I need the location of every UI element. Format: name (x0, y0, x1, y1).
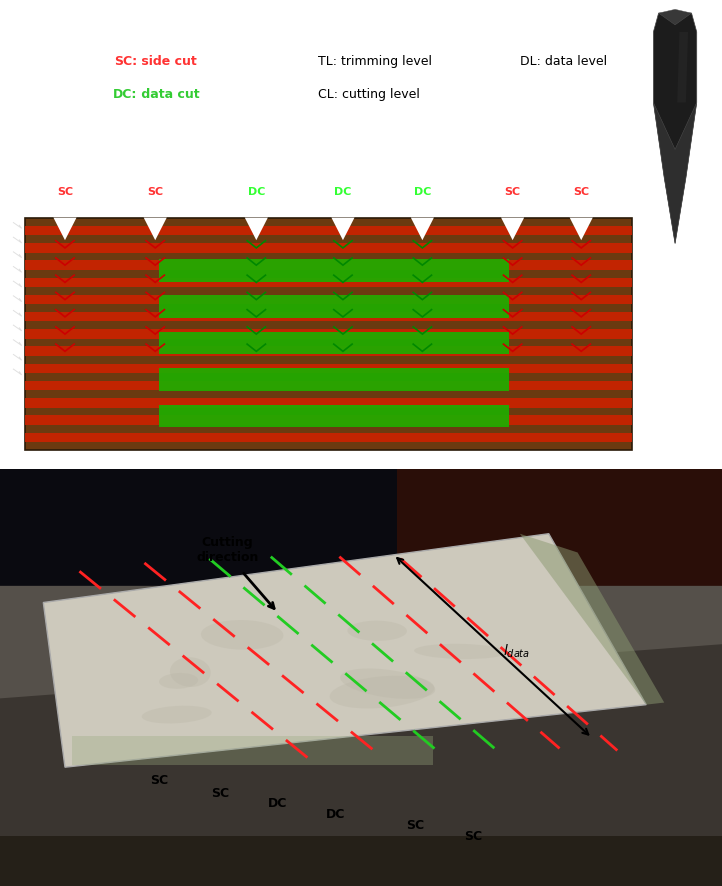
Polygon shape (144, 218, 167, 241)
Text: SC: SC (573, 187, 589, 198)
Bar (25, 313, 632, 323)
Polygon shape (653, 14, 697, 245)
Bar (25, 382, 632, 391)
Text: DC: DC (414, 187, 431, 198)
Bar (159, 332, 509, 355)
Bar (25, 399, 632, 408)
Text: Cutting
direction: Cutting direction (196, 535, 258, 563)
Polygon shape (501, 218, 524, 241)
Bar (25, 347, 632, 356)
Polygon shape (0, 587, 722, 698)
Polygon shape (53, 218, 77, 241)
Polygon shape (0, 587, 722, 865)
Bar (0, 836, 722, 886)
Bar (397, 470, 722, 587)
Text: SC:: SC: (114, 55, 137, 67)
Ellipse shape (340, 669, 435, 699)
Ellipse shape (159, 673, 198, 689)
Text: DC: DC (326, 806, 345, 820)
Text: DC: DC (334, 187, 352, 198)
Bar (25, 416, 632, 425)
Text: DC:: DC: (113, 88, 137, 100)
Polygon shape (245, 218, 268, 241)
Text: DC: DC (269, 797, 287, 809)
Polygon shape (570, 218, 593, 241)
Polygon shape (658, 11, 692, 26)
Bar (159, 405, 509, 428)
Polygon shape (677, 33, 688, 104)
Polygon shape (520, 534, 664, 705)
Bar (25, 218, 632, 451)
Ellipse shape (142, 706, 212, 724)
Text: SC: SC (149, 773, 168, 786)
Bar (159, 260, 509, 283)
Bar (25, 244, 632, 253)
Bar (25, 261, 632, 270)
Bar (0, 470, 397, 587)
Text: $l_{data}$: $l_{data}$ (503, 642, 530, 659)
Ellipse shape (347, 621, 407, 641)
Bar (25, 433, 632, 443)
Bar (159, 296, 509, 319)
Text: SC: SC (211, 786, 230, 799)
Bar (0, 545, 722, 587)
Ellipse shape (170, 657, 211, 688)
Polygon shape (653, 104, 697, 245)
Bar (72, 736, 433, 766)
Bar (25, 364, 632, 374)
Polygon shape (43, 534, 646, 767)
Ellipse shape (201, 620, 284, 650)
Text: side cut: side cut (137, 55, 197, 67)
Bar (25, 227, 632, 236)
Bar (159, 369, 509, 392)
Text: SC: SC (464, 828, 482, 842)
Text: DL: data level: DL: data level (520, 55, 607, 67)
Bar (25, 330, 632, 339)
Bar (25, 278, 632, 288)
Ellipse shape (414, 644, 507, 659)
Text: SC: SC (406, 818, 425, 831)
Text: TL: trimming level: TL: trimming level (318, 55, 432, 67)
Text: SC: SC (147, 187, 163, 198)
Bar (25, 295, 632, 305)
Ellipse shape (330, 676, 435, 709)
Polygon shape (411, 218, 434, 241)
Polygon shape (331, 218, 355, 241)
Text: CL: cutting level: CL: cutting level (318, 88, 419, 100)
Text: SC: SC (505, 187, 521, 198)
Bar (0, 470, 722, 553)
Text: DC: DC (248, 187, 265, 198)
Text: SC: SC (57, 187, 73, 198)
Text: data cut: data cut (137, 88, 200, 100)
